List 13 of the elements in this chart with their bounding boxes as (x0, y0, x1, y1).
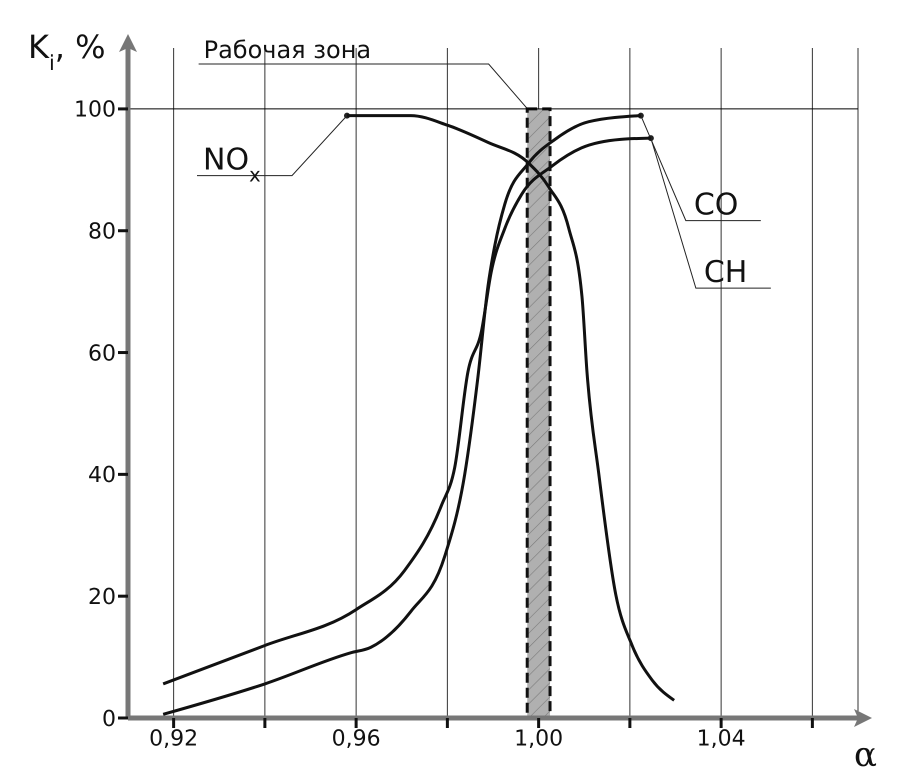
y-tick-label: 40 (88, 463, 116, 488)
band-label: Рабочая зона (204, 36, 372, 64)
x-tick-label: 0,92 (149, 726, 198, 752)
y-tick-label: 100 (74, 98, 116, 123)
y-axis-title: K$_{i}$, % (28, 28, 106, 75)
y-tick-label: 80 (88, 220, 116, 245)
y-tick-label: 0 (102, 706, 116, 732)
y-tick-label: 20 (88, 584, 116, 610)
x-tick-label: 1,00 (514, 726, 564, 752)
x-axis-title: α (854, 735, 877, 775)
y-tick-label: 60 (88, 341, 116, 366)
x-tick-label: 0,96 (332, 726, 381, 752)
x-tick-label: 1,04 (696, 726, 746, 752)
